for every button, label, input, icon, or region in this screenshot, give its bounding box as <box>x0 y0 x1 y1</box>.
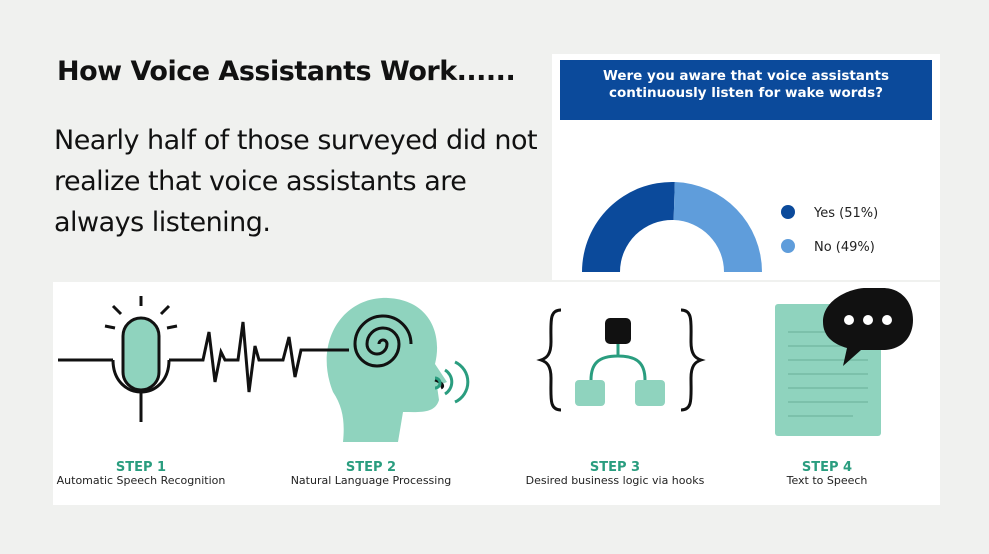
step-caption: Desired business logic via hooks <box>526 474 705 487</box>
legend-label: Yes (51%) <box>813 206 878 221</box>
donut-segment <box>673 182 762 272</box>
logic-icon <box>536 308 706 412</box>
chart: Were you aware that voice assistants con… <box>560 60 932 272</box>
legend-swatch <box>781 205 795 219</box>
step-label: STEP 1 <box>116 460 166 475</box>
chart-header <box>560 60 932 120</box>
chart-title-box: Were you aware that voice assistants con… <box>602 68 890 101</box>
step-label: STEP 3 <box>590 460 640 475</box>
chart-title: Were you aware that voice assistants con… <box>602 68 890 101</box>
mic-icon <box>58 296 343 422</box>
speech-icon <box>775 288 913 436</box>
step-caption: Text to Speech <box>786 474 868 487</box>
legend-swatch <box>781 239 795 253</box>
step-caption: Natural Language Processing <box>291 474 452 487</box>
head-icon <box>303 297 470 442</box>
steps-panel: STEP 1 Automatic Speech Recognition STEP 2… <box>53 282 940 505</box>
step-label: STEP 4 <box>802 460 852 475</box>
legend-label: No (49%) <box>814 240 875 255</box>
chart-panel: Were you aware that voice assistants con… <box>552 54 940 280</box>
slide-subtitle: Nearly half of those surveyed did not re… <box>54 125 538 238</box>
step-label: STEP 2 <box>346 460 396 475</box>
slide-title: How Voice Assistants Work...... <box>57 56 516 87</box>
step-caption: Automatic Speech Recognition <box>57 474 226 487</box>
donut-segment <box>582 181 675 272</box>
